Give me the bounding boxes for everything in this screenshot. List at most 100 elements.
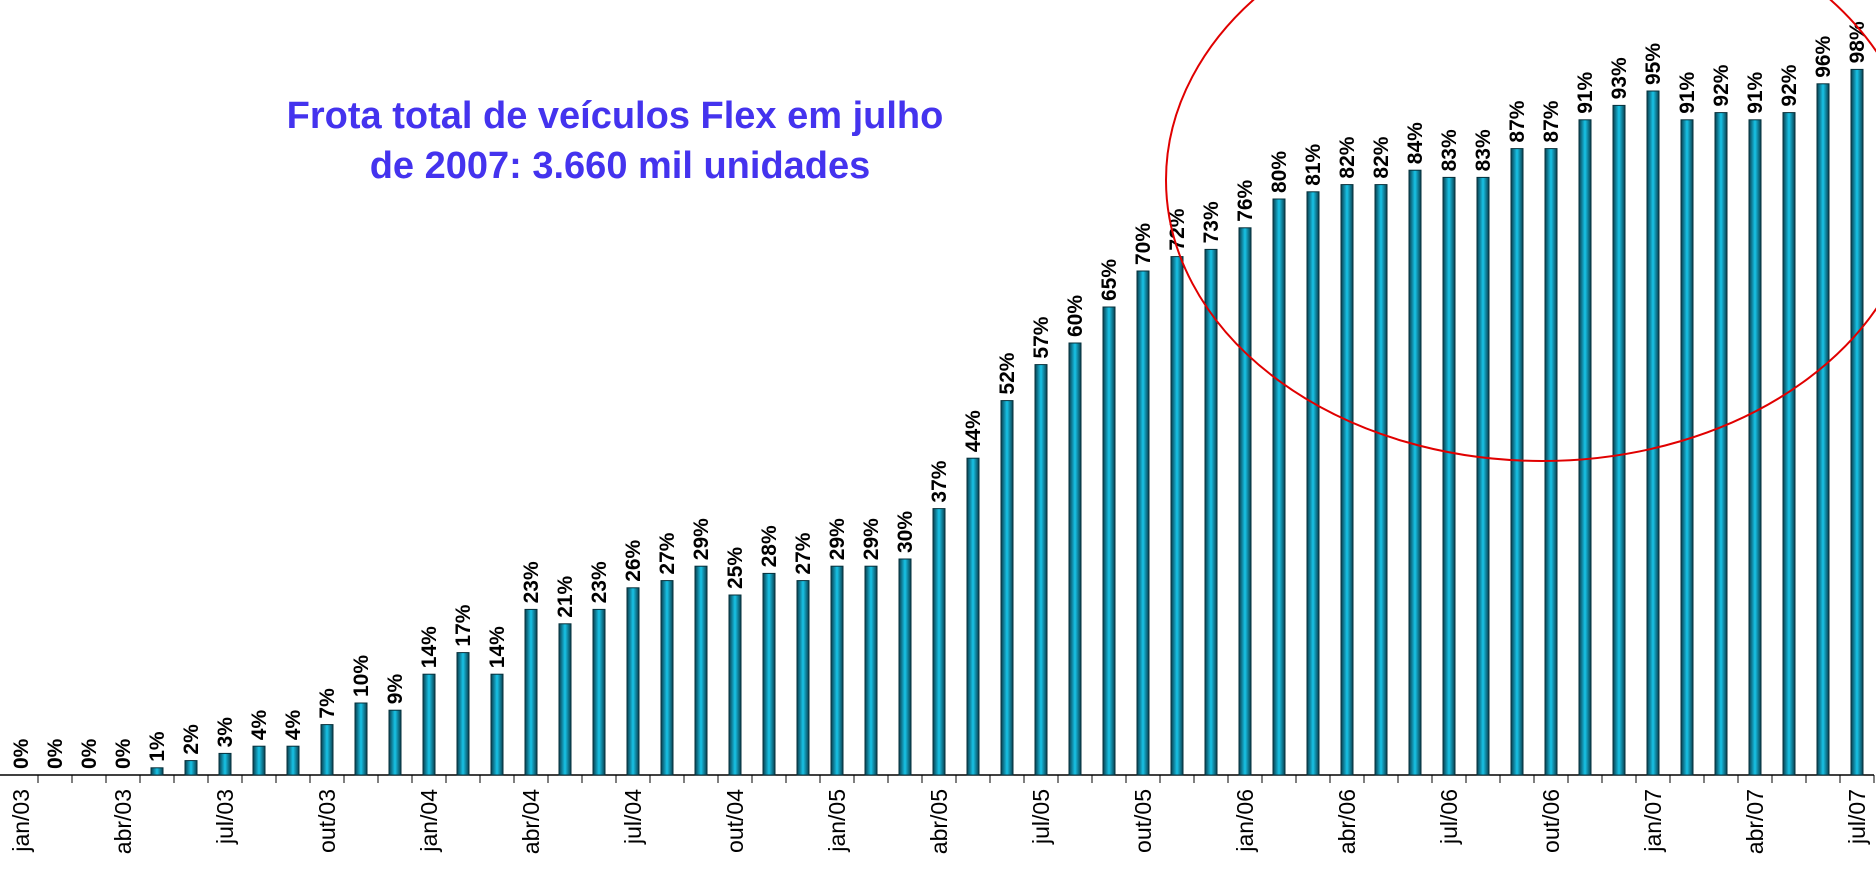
value-label: 0% — [78, 738, 101, 769]
value-label: 26% — [622, 539, 645, 581]
bar — [966, 457, 980, 776]
value-label: 83% — [1472, 129, 1495, 171]
highlight-ellipse — [1165, 0, 1876, 462]
x-tick-label: jan/07 — [1640, 789, 1666, 853]
bar — [1170, 256, 1184, 776]
bar — [388, 709, 402, 776]
value-label: 1% — [146, 731, 169, 762]
value-label: 60% — [1064, 295, 1087, 337]
value-label: 29% — [690, 518, 713, 560]
value-label: 0% — [112, 738, 135, 769]
x-tick-label: jul/03 — [212, 789, 238, 845]
value-label: 17% — [452, 604, 475, 646]
x-tick-label: jul/07 — [1844, 789, 1870, 845]
bar — [1816, 83, 1830, 776]
bar — [422, 673, 436, 776]
bar — [320, 724, 334, 776]
bar — [184, 760, 198, 776]
x-tick-label: out/06 — [1538, 789, 1564, 853]
value-label: 83% — [1438, 129, 1461, 171]
value-label: 7% — [316, 688, 339, 719]
value-label: 98% — [1846, 21, 1869, 63]
bar — [558, 623, 572, 776]
bar — [1306, 191, 1320, 776]
value-label: 4% — [282, 710, 305, 741]
bar — [796, 580, 810, 776]
bar — [660, 580, 674, 776]
value-label: 84% — [1404, 122, 1427, 164]
value-label: 25% — [724, 547, 747, 589]
bar — [1680, 119, 1694, 776]
value-label: 91% — [1744, 71, 1767, 113]
value-label: 14% — [418, 626, 441, 668]
value-label: 4% — [248, 710, 271, 741]
value-label: 27% — [656, 532, 679, 574]
value-label: 27% — [792, 532, 815, 574]
bar — [252, 745, 266, 776]
x-tick-label: abr/04 — [518, 789, 544, 854]
value-label: 2% — [180, 724, 203, 755]
value-label: 30% — [894, 511, 917, 553]
value-label: 93% — [1608, 57, 1631, 99]
value-label: 65% — [1098, 259, 1121, 301]
bar — [524, 608, 538, 776]
x-tick-label: out/05 — [1130, 789, 1156, 853]
bar — [898, 558, 912, 776]
value-label: 72% — [1166, 208, 1189, 250]
value-label: 57% — [1030, 316, 1053, 358]
x-tick-label: abr/07 — [1742, 789, 1768, 854]
bar — [1782, 112, 1796, 776]
bar — [150, 767, 164, 776]
x-tick-label: jan/05 — [824, 789, 850, 853]
x-tick-label: jul/05 — [1028, 789, 1054, 845]
value-label: 70% — [1132, 223, 1155, 265]
value-label: 14% — [486, 626, 509, 668]
bar — [1374, 184, 1388, 776]
x-tick-label: jan/04 — [416, 789, 442, 853]
bar — [1510, 148, 1524, 776]
bar — [1204, 248, 1218, 776]
bar — [694, 565, 708, 776]
value-label: 44% — [962, 410, 985, 452]
value-label: 52% — [996, 352, 1019, 394]
bar — [1850, 68, 1864, 776]
value-label: 76% — [1234, 179, 1257, 221]
bar — [286, 745, 300, 776]
value-label: 82% — [1370, 136, 1393, 178]
chart-title: Frota total de veículos Flex em julho — [287, 95, 944, 137]
bar — [1476, 176, 1490, 776]
bar — [1102, 306, 1116, 776]
bar — [1068, 342, 1082, 776]
value-label: 0% — [10, 738, 33, 769]
value-label: 92% — [1710, 64, 1733, 106]
value-label: 9% — [384, 674, 407, 705]
bar — [1442, 176, 1456, 776]
bar — [762, 572, 776, 776]
bar — [1136, 270, 1150, 776]
value-label: 91% — [1574, 71, 1597, 113]
value-label: 82% — [1336, 136, 1359, 178]
bar — [932, 508, 946, 776]
x-tick-label: abr/03 — [110, 789, 136, 854]
value-label: 80% — [1268, 151, 1291, 193]
value-label: 3% — [214, 717, 237, 748]
value-label: 21% — [554, 575, 577, 617]
bar — [354, 702, 368, 776]
plot-area: 0% jan/03 0% 0% 0% abr/03 1% 2% 3% jul/03 4% 4% 7% ou… — [0, 21, 1875, 854]
value-label: 0% — [44, 738, 67, 769]
value-label: 96% — [1812, 35, 1835, 77]
x-tick-label: abr/05 — [926, 789, 952, 854]
bar — [1578, 119, 1592, 776]
value-label: 73% — [1200, 201, 1223, 243]
bar — [1238, 227, 1252, 776]
value-label: 29% — [826, 518, 849, 560]
value-label: 95% — [1642, 43, 1665, 85]
x-tick-label: jul/04 — [620, 789, 646, 845]
value-label: 37% — [928, 460, 951, 502]
bar — [1272, 198, 1286, 776]
value-label: 23% — [588, 561, 611, 603]
value-label: 81% — [1302, 143, 1325, 185]
value-label: 87% — [1540, 100, 1563, 142]
